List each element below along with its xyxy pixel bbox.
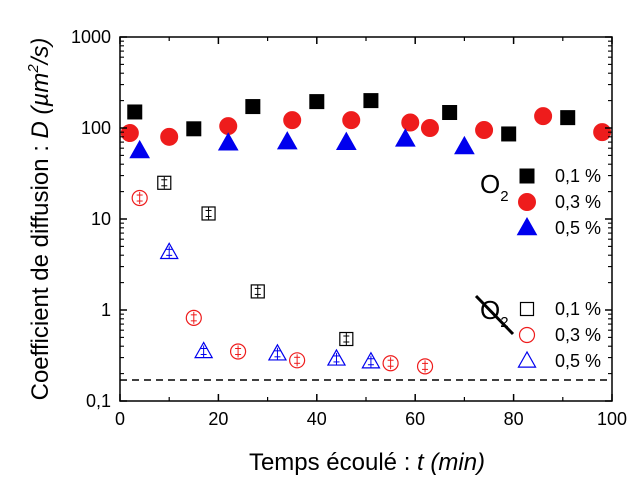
y-axis-title-text: Coefficient de diffusion : [27, 138, 54, 400]
legend-label: 0,1 % [555, 299, 601, 319]
x-axis-title-unit: (min) [424, 449, 485, 476]
data-point [157, 175, 172, 190]
x-tick-label: 80 [504, 409, 524, 429]
legend-marker [519, 168, 535, 184]
legend-marker [519, 301, 535, 317]
data-point [326, 348, 347, 366]
data-point [401, 113, 420, 132]
legend-group-oxygen-main: O [480, 169, 500, 199]
data-point [201, 206, 216, 221]
data-point [534, 107, 553, 126]
legend-strike-line [474, 294, 515, 336]
x-tick-label: 20 [208, 409, 228, 429]
data-point [283, 111, 302, 130]
data-point [395, 128, 416, 147]
data-point [267, 343, 288, 361]
y-axis-title-var: D [27, 121, 54, 138]
data-point [339, 331, 354, 347]
data-point [335, 131, 357, 150]
data-point [120, 124, 139, 143]
legend-group-no-oxygen-sub: 2 [500, 314, 508, 331]
x-axis-title-text: Temps écoulé : [249, 449, 417, 476]
y-axis-title-unit-close: /s) [27, 38, 54, 67]
plot-frame [119, 36, 613, 402]
data-point [229, 343, 247, 360]
data-point [501, 126, 517, 142]
y-tick-label: 100 [81, 118, 111, 138]
axis-layer: 0 20 40 60 80 100 0,1 1 10 100 1000 [71, 27, 627, 429]
data-point [217, 132, 239, 151]
data-point [475, 121, 494, 140]
legend-marker [517, 350, 537, 368]
x-tick-label: 60 [405, 409, 425, 429]
data-point [276, 131, 298, 150]
data-point [129, 139, 151, 159]
legend-group-oxygen: O2 [480, 169, 509, 205]
data-point [289, 352, 306, 369]
data-point [361, 351, 381, 369]
data-point [194, 341, 214, 359]
data-point [245, 99, 261, 115]
data-point [219, 117, 238, 136]
data-point [416, 358, 434, 375]
y-axis-title-unit-exp: 2 [25, 64, 42, 74]
y-tick-label: 10 [91, 209, 111, 229]
x-tick-label: 100 [597, 409, 627, 429]
data-point [186, 121, 202, 137]
legend-group-oxygen-label: O2 [480, 169, 509, 205]
data-point [160, 127, 179, 146]
data-point [420, 119, 439, 137]
data-point [560, 110, 576, 126]
data-point [309, 94, 325, 110]
legend-group-no-oxygen: O2 [474, 294, 515, 336]
x-tick-label: 0 [115, 409, 125, 429]
data-point [250, 284, 265, 299]
legend-marker [518, 326, 536, 344]
legend-label: 0,1 % [555, 166, 601, 186]
data-point [363, 93, 379, 109]
data-point [342, 111, 361, 130]
data-point [454, 135, 475, 155]
y-axis-title: Coefficient de diffusion : D (µm2/s) [25, 38, 54, 401]
legend-marker [518, 193, 536, 211]
data-point [127, 104, 143, 120]
x-axis-title: Temps écoulé : t (min) [249, 449, 485, 476]
data-point [185, 309, 202, 326]
x-tick-label: 40 [307, 409, 327, 429]
legend-group-oxygen-sub: 2 [500, 188, 508, 205]
x-axis-title-var: t [417, 449, 425, 476]
legend: 0,1 % 0,3 % 0,5 % 0,1 % 0,3 % 0,5 % [516, 166, 601, 371]
legend-label: 0,5 % [555, 218, 601, 238]
data-point [159, 242, 179, 260]
y-tick-label: 1 [101, 300, 111, 320]
plot-layer [120, 93, 612, 381]
legend-label: 0,3 % [555, 325, 601, 345]
y-tick-label: 1000 [71, 27, 111, 47]
data-point [131, 189, 148, 207]
legend-marker [516, 216, 538, 236]
legend-label: 0,5 % [555, 351, 601, 371]
y-axis-title-unit-open: (µm [27, 73, 54, 121]
legend-label: 0,3 % [555, 192, 601, 212]
data-point [382, 355, 399, 372]
data-point [442, 105, 458, 121]
y-tick-label: 0,1 [86, 391, 111, 411]
